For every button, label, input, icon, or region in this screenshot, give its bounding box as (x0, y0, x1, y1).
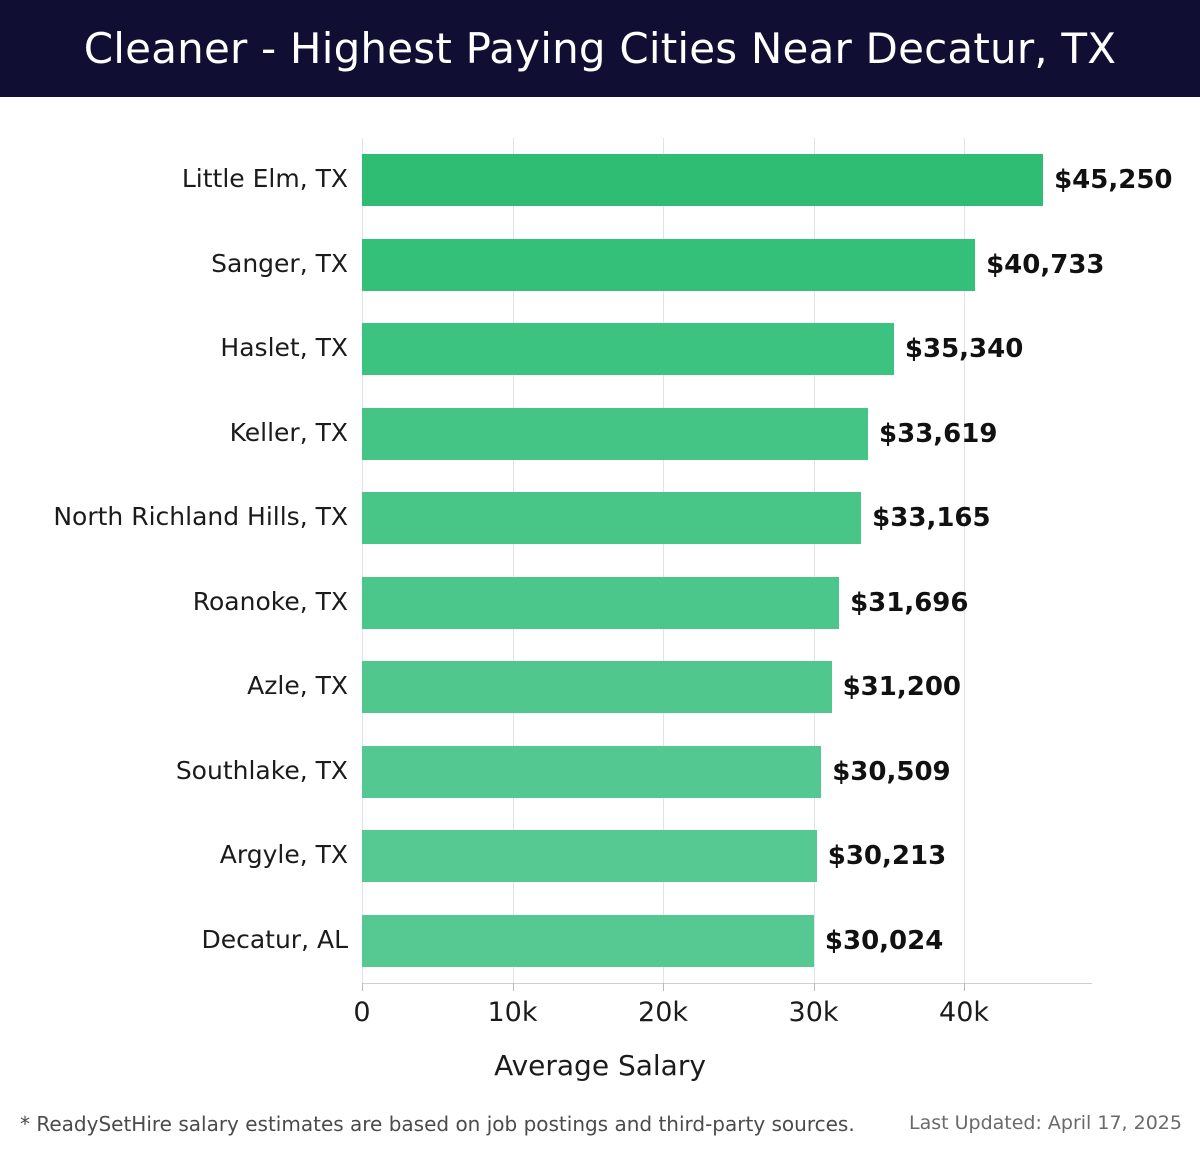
category-label: Roanoke, TX (192, 586, 348, 616)
category-label: Sanger, TX (211, 248, 348, 278)
x-tick-mark (362, 983, 363, 991)
bar-row[interactable]: $31,200 (362, 661, 1092, 714)
x-tick-label: 30k (788, 997, 839, 1028)
bar-row[interactable]: $45,250 (362, 154, 1173, 207)
bar-value-label: $30,213 (827, 841, 947, 872)
bar-row[interactable]: $30,213 (362, 830, 1092, 883)
footer-disclaimer: * ReadySetHire salary estimates are base… (20, 1112, 855, 1136)
bar-value-label: $33,619 (879, 418, 998, 449)
plot-gridlines (362, 138, 1092, 983)
bar[interactable] (362, 576, 840, 629)
x-axis-line (362, 983, 1092, 984)
bar-row[interactable]: $30,024 (362, 914, 1092, 967)
x-tick-mark (964, 983, 966, 991)
x-tick-label: 10k (487, 997, 538, 1028)
bar[interactable] (362, 238, 976, 291)
bar[interactable] (362, 830, 817, 883)
bar-value-label: $30,024 (824, 925, 944, 956)
category-label: Keller, TX (229, 417, 348, 447)
category-label: Haslet, TX (220, 333, 348, 363)
category-label: Little Elm, TX (181, 164, 348, 194)
category-label: Decatur, AL (201, 924, 348, 954)
bar-value-label: $33,165 (872, 503, 991, 534)
gridline (813, 138, 815, 983)
chart-title-bar: Cleaner - Highest Paying Cities Near Dec… (0, 0, 1200, 97)
bar[interactable] (362, 745, 822, 798)
category-label: Argyle, TX (219, 840, 348, 870)
x-tick-mark (512, 983, 514, 991)
x-tick-label: 0 (353, 997, 371, 1028)
bar-row[interactable]: $33,165 (362, 492, 1092, 545)
bar[interactable] (362, 492, 862, 545)
category-label: Azle, TX (247, 671, 348, 701)
gridline (663, 138, 665, 983)
bar-row[interactable]: $40,733 (362, 238, 1105, 291)
chart-footer: * ReadySetHire salary estimates are base… (0, 1100, 1200, 1158)
bar-value-label: $40,733 (986, 249, 1105, 280)
gridline (362, 138, 363, 983)
x-axis-title: Average Salary (494, 1049, 706, 1082)
bar-row[interactable]: $30,509 (362, 745, 1092, 798)
x-tick-label: 20k (638, 997, 689, 1028)
bar-row[interactable]: $33,619 (362, 407, 1092, 460)
category-label: Southlake, TX (175, 755, 348, 785)
footer-last-updated: Last Updated: April 17, 2025 (908, 1112, 1182, 1134)
bar-row[interactable]: $35,340 (362, 323, 1092, 376)
bar-value-label: $31,200 (842, 672, 962, 703)
bar-row[interactable]: $31,696 (362, 576, 1092, 629)
x-tick-mark (813, 983, 815, 991)
bar-value-label: $45,250 (1054, 165, 1173, 196)
page-title: Cleaner - Highest Paying Cities Near Dec… (83, 24, 1117, 73)
gridline (964, 138, 966, 983)
bar-value-label: $35,340 (904, 334, 1024, 365)
bar-value-label: $31,696 (850, 587, 969, 618)
bar[interactable] (362, 407, 869, 460)
x-tick-mark (663, 983, 665, 991)
x-tick-label: 40k (939, 997, 990, 1028)
bar-value-label: $30,509 (832, 756, 951, 787)
chart-container: 0 10k 20k 30k 40k $45,250 $40,733 $35,340 $33,6… (0, 97, 1200, 1090)
category-label: North Richland Hills, TX (53, 502, 348, 532)
bar[interactable] (362, 154, 1044, 207)
bar[interactable] (362, 914, 814, 967)
gridline (512, 138, 514, 983)
bar[interactable] (362, 661, 832, 714)
bar[interactable] (362, 323, 894, 376)
